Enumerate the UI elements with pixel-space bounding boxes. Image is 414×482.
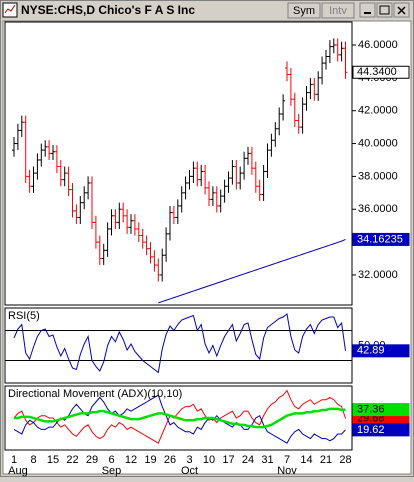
plot [12,38,348,304]
series-line [158,238,346,304]
minimize-button[interactable] [359,2,376,18]
last-value-box [352,232,410,246]
x-tick-label: 1 [11,454,17,466]
y-tick-label: 40.0000 [358,137,398,149]
x-tick-label: 24 [242,454,254,466]
y-tick-label: 42.0000 [358,105,398,117]
x-tick-label: 29 [86,454,98,466]
last-value-label: 34.16235 [357,233,403,245]
series-line [13,394,346,444]
last-value-label: 37.36 [357,403,385,415]
x-tick-label: 19 [144,454,156,466]
last-value-label: 42.89 [357,345,385,357]
intv-button[interactable] [321,2,355,19]
x-tick-label: 10 [203,454,215,466]
close-glyph [397,6,406,15]
y-tick-label: 46.0000 [358,39,398,51]
x-tick-label: 21 [320,454,332,466]
x-tick-label: 17 [222,454,234,466]
last-value-box [352,423,410,437]
panel-title: RSI(5) [8,310,40,322]
x-tick-label: 12 [125,454,137,466]
last-value-box [352,344,410,358]
last-value-label: 19.62 [357,424,385,436]
plot [5,313,352,374]
series-line [13,313,346,374]
x-month-label: Oct [181,465,198,477]
window-icon-glyph [4,4,16,14]
series-line [13,389,346,444]
panel-frame [4,385,353,451]
x-month-label: Nov [277,465,297,477]
sym-button-label[interactable]: Sym [293,5,315,17]
last-value-box [352,403,410,417]
x-tick-label: 31 [261,454,273,466]
x-tick-label: 26 [164,454,176,466]
x-tick-label: 22 [66,454,78,466]
x-tick-label: 14 [300,454,312,466]
last-value-label: 44.3400 [357,66,397,78]
y-tick-label: 32.0000 [358,269,398,281]
panel-frame [4,21,353,306]
y-tick-label: 36.0000 [358,203,398,215]
x-tick-label: 7 [284,454,290,466]
x-tick-label: 3 [186,454,192,466]
x-tick-label: 8 [30,454,36,466]
maximize-glyph [379,5,390,15]
x-tick-label: 15 [47,454,59,466]
intv-button-label[interactable]: Intv [329,5,347,17]
x-tick-label: 6 [108,454,114,466]
panel-title: Directional Movement (ADX)(10,10) [8,388,182,400]
last-value-box [352,65,410,79]
window-title: NYSE:CHS,D Chico's F A S Inc [21,3,195,17]
series-line [14,407,346,429]
x-tick-label: 28 [339,454,351,466]
chart-area [2,20,412,475]
sym-button[interactable] [287,2,321,19]
y-tick-label: 38.0000 [358,170,398,182]
maximize-button[interactable] [376,2,393,18]
plot [13,389,346,444]
x-month-label: Aug [8,465,28,477]
x-month-label: Sep [102,465,122,477]
